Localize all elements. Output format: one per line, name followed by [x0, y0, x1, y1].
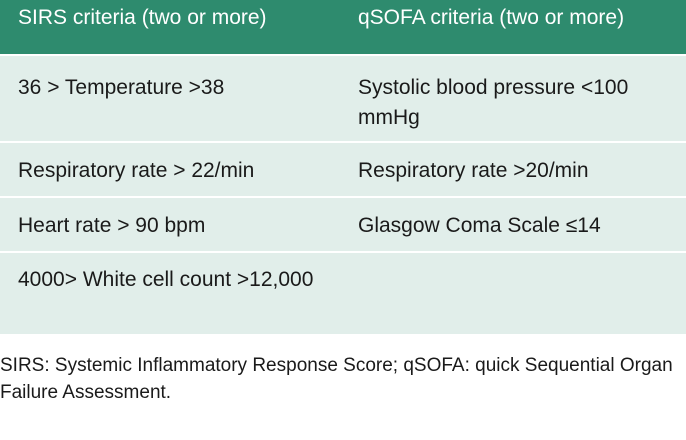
header-sirs: SIRS criteria (two or more)	[0, 0, 340, 55]
table-header: SIRS criteria (two or more) qSOFA criter…	[0, 0, 686, 55]
table-row: 36 > Temperature >38 Systolic blood pres…	[0, 54, 686, 142]
table-cell-qsofa: Glasgow Coma Scale ≤14	[340, 196, 686, 252]
criteria-table: SIRS criteria (two or more) qSOFA criter…	[0, 0, 686, 334]
table-row: Heart rate > 90 bpm Glasgow Coma Scale ≤…	[0, 196, 686, 252]
header-row: SIRS criteria (two or more) qSOFA criter…	[0, 0, 686, 55]
table-cell-sirs: 36 > Temperature >38	[0, 54, 340, 142]
table-cell-sirs: Heart rate > 90 bpm	[0, 196, 340, 252]
table-row: Respiratory rate > 22/min Respiratory ra…	[0, 141, 686, 197]
table-cell-sirs: Respiratory rate > 22/min	[0, 141, 340, 197]
header-qsofa: qSOFA criteria (two or more)	[340, 0, 686, 55]
table-cell-qsofa: Systolic blood pressure <100 mmHg	[340, 54, 686, 142]
table-footnote: SIRS: Systemic Inflammatory Response Sco…	[0, 355, 673, 403]
table-cell-sirs: 4000> White cell count >12,000	[0, 251, 340, 334]
table-row: 4000> White cell count >12,000	[0, 251, 686, 334]
table-cell-qsofa: Respiratory rate >20/min	[340, 141, 686, 197]
table-cell-qsofa	[340, 251, 686, 334]
table-body: 36 > Temperature >38 Systolic blood pres…	[0, 54, 686, 334]
